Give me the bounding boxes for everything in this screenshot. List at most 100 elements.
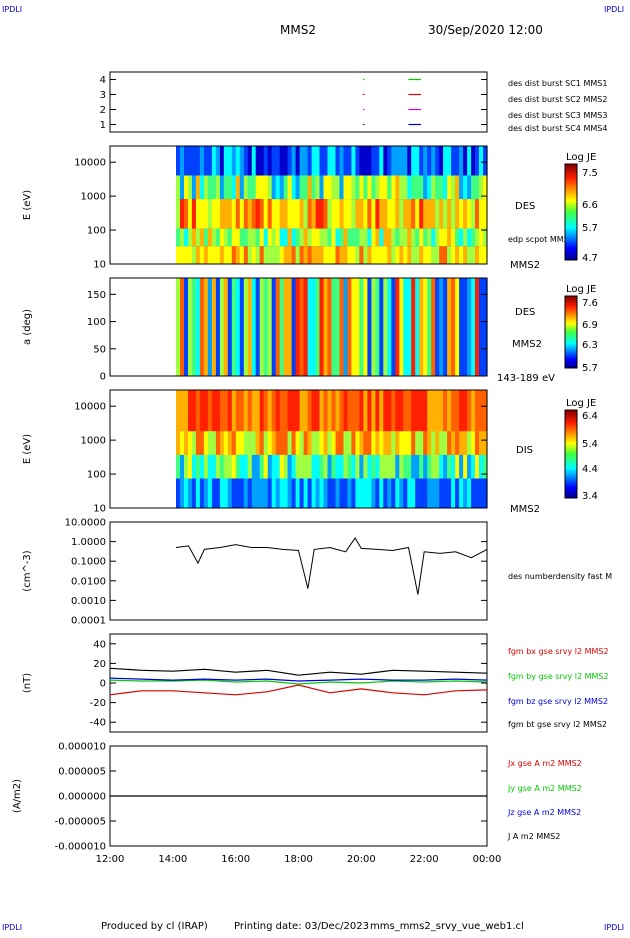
des-pitch-ytick-label: 0	[100, 372, 106, 383]
des-energy-spectrogram-cell	[359, 175, 364, 200]
dis-energy-spectrogram-cell	[451, 478, 456, 508]
des-energy-spectrogram-cell	[419, 228, 424, 247]
dis-energy-spectrogram-cell	[299, 431, 305, 455]
dis-energy-spectrogram-cell	[219, 478, 225, 508]
des-energy-spectrogram-cell	[271, 199, 277, 229]
dis-energy-spectrogram-cell	[267, 390, 273, 432]
dis-energy-spectrogram-cell	[435, 431, 440, 455]
dis-energy-spectrogram-cell	[479, 478, 484, 508]
dis-energy-spectrogram-cell	[303, 454, 309, 479]
des-pitch-spectrogram-cell	[395, 278, 400, 376]
des-energy-spectrogram-cell	[231, 146, 237, 176]
des-pitch-spectrogram-cell	[363, 278, 368, 376]
des-energy-cb-tick-4: 4.7	[582, 253, 598, 264]
des-energy-spectrogram-cell	[379, 146, 384, 176]
dis-energy-spectrogram-cell	[259, 478, 265, 508]
des-energy-spectrogram-cell	[267, 246, 273, 264]
des-energy-spectrogram-cell	[479, 175, 484, 200]
des-energy-spectrogram-cell	[467, 246, 472, 264]
des-energy-spectrogram-cell	[395, 146, 400, 176]
des-energy-spectrogram-cell	[459, 228, 464, 247]
des-energy-spectrogram-cell	[307, 175, 313, 200]
dis-energy-spectrogram-cell	[184, 390, 189, 432]
des-energy-spectrogram-cell	[227, 228, 233, 247]
dis-energy-spectrogram-cell	[203, 390, 209, 432]
dis-energy-spectrogram-cell	[467, 454, 472, 479]
dis-energy-spectrogram-cell	[176, 454, 181, 479]
dis-energy-spectrogram-cell	[415, 431, 420, 455]
dis-energy-spectrogram-cell	[435, 478, 440, 508]
dis-energy-spectrogram-cell	[391, 478, 396, 508]
dis-energy-spectrogram-cell	[223, 454, 229, 479]
des-energy-spectrogram-cell	[191, 199, 197, 229]
des-energy-spectrogram-cell	[311, 246, 317, 264]
des-pitch-spectrogram-cell	[188, 278, 193, 376]
dis-energy-spectrogram-cell	[407, 390, 412, 432]
des-energy-spectrogram-cell	[483, 228, 488, 247]
dis-energy-spectrogram-cell	[467, 478, 472, 508]
dis-energy-spectrogram-cell	[379, 478, 384, 508]
panel-fgm-frame	[109, 633, 488, 733]
dis-energy-spectrogram-cell	[375, 454, 380, 479]
des-energy-spectrogram-cell	[176, 175, 181, 200]
dis-energy-label-dis: DIS	[516, 445, 533, 456]
dis-energy-spectrogram-cell	[176, 390, 181, 432]
dis-energy-spectrogram-cell	[279, 478, 285, 508]
des-pitch-spectrogram-cell	[411, 278, 416, 376]
dis-energy-spectrogram-cell	[355, 454, 360, 479]
dis-energy-spectrogram-cell	[203, 431, 209, 455]
des-pitch-spectrogram-cell	[435, 278, 440, 376]
dis-energy-spectrogram-cell	[375, 390, 380, 432]
dis-energy-spectrogram-cell	[483, 454, 488, 479]
dis-energy-spectrogram-cell	[211, 390, 217, 432]
des-energy-spectrogram-cell	[263, 146, 269, 176]
des-energy-spectrogram-cell	[319, 175, 325, 200]
des-energy-spectrogram-cell	[371, 199, 376, 229]
density-series-label: des numberdensity fast M	[508, 572, 612, 581]
dis-energy-spectrogram-cell	[176, 431, 181, 455]
des-energy-spectrogram-cell	[188, 175, 193, 200]
des-energy-spectrogram-cell	[475, 228, 480, 247]
des-energy-spectrogram-cell	[176, 146, 181, 176]
dis-energy-spectrogram-cell	[299, 478, 305, 508]
dis-energy-spectrogram-cell	[271, 478, 277, 508]
dis-energy-spectrogram-cell	[303, 431, 309, 455]
dis-energy-spectrogram-cell	[459, 478, 464, 508]
dis-energy-spectrogram-cell	[287, 478, 293, 508]
des-energy-spectrogram-cell	[439, 199, 444, 229]
dis-energy-spectrogram-cell	[475, 390, 480, 432]
dis-energy-spectrogram-cell	[239, 431, 245, 455]
dis-energy-spectrogram-cell	[455, 390, 460, 432]
des-energy-spectrogram-cell	[235, 228, 241, 247]
des-energy-spectrogram-cell	[475, 246, 480, 264]
des-energy-spectrogram-cell	[311, 175, 317, 200]
des-energy-spectrogram-cell	[191, 228, 197, 247]
des-energy-label-scpot: edp scpot MMS2	[508, 235, 574, 244]
dis-energy-spectrogram-cell	[327, 431, 333, 455]
des-energy-spectrogram-cell	[323, 246, 329, 264]
des-energy-spectrogram-cell	[235, 175, 241, 200]
des-pitch-label-des: DES	[515, 307, 535, 318]
des-pitch-cb-tick-4: 5.7	[582, 363, 598, 374]
dis-energy-spectrogram-cell	[331, 478, 337, 508]
des-pitch-spectrogram-cell	[327, 278, 333, 376]
des-pitch-spectrogram-cell	[259, 278, 265, 376]
des-energy-spectrogram-cell	[391, 146, 396, 176]
des-energy-spectrogram-cell	[299, 146, 305, 176]
des-energy-spectrogram-cell	[403, 228, 408, 247]
des-energy-spectrogram-cell	[355, 199, 360, 229]
dis-energy-spectrogram-cell	[323, 390, 329, 432]
des-energy-spectrogram-cell	[203, 246, 209, 264]
dis-energy-label-mms2: MMS2	[510, 504, 540, 515]
des-pitch-spectrogram-cell	[176, 278, 181, 376]
des-energy-spectrogram-cell	[415, 199, 420, 229]
des-energy-spectrogram-cell	[335, 146, 341, 176]
des-pitch-colorbar-title: Log JE	[566, 284, 596, 295]
dis-energy-spectrogram-cell	[295, 478, 301, 508]
des-energy-spectrogram-cell	[335, 199, 341, 229]
dis-energy-spectrogram-cell	[247, 454, 253, 479]
dis-energy-spectrogram-cell	[176, 478, 181, 508]
des-energy-spectrogram-cell	[184, 228, 189, 247]
des-energy-spectrogram-cell	[375, 199, 380, 229]
des-energy-spectrogram-cell	[319, 146, 325, 176]
